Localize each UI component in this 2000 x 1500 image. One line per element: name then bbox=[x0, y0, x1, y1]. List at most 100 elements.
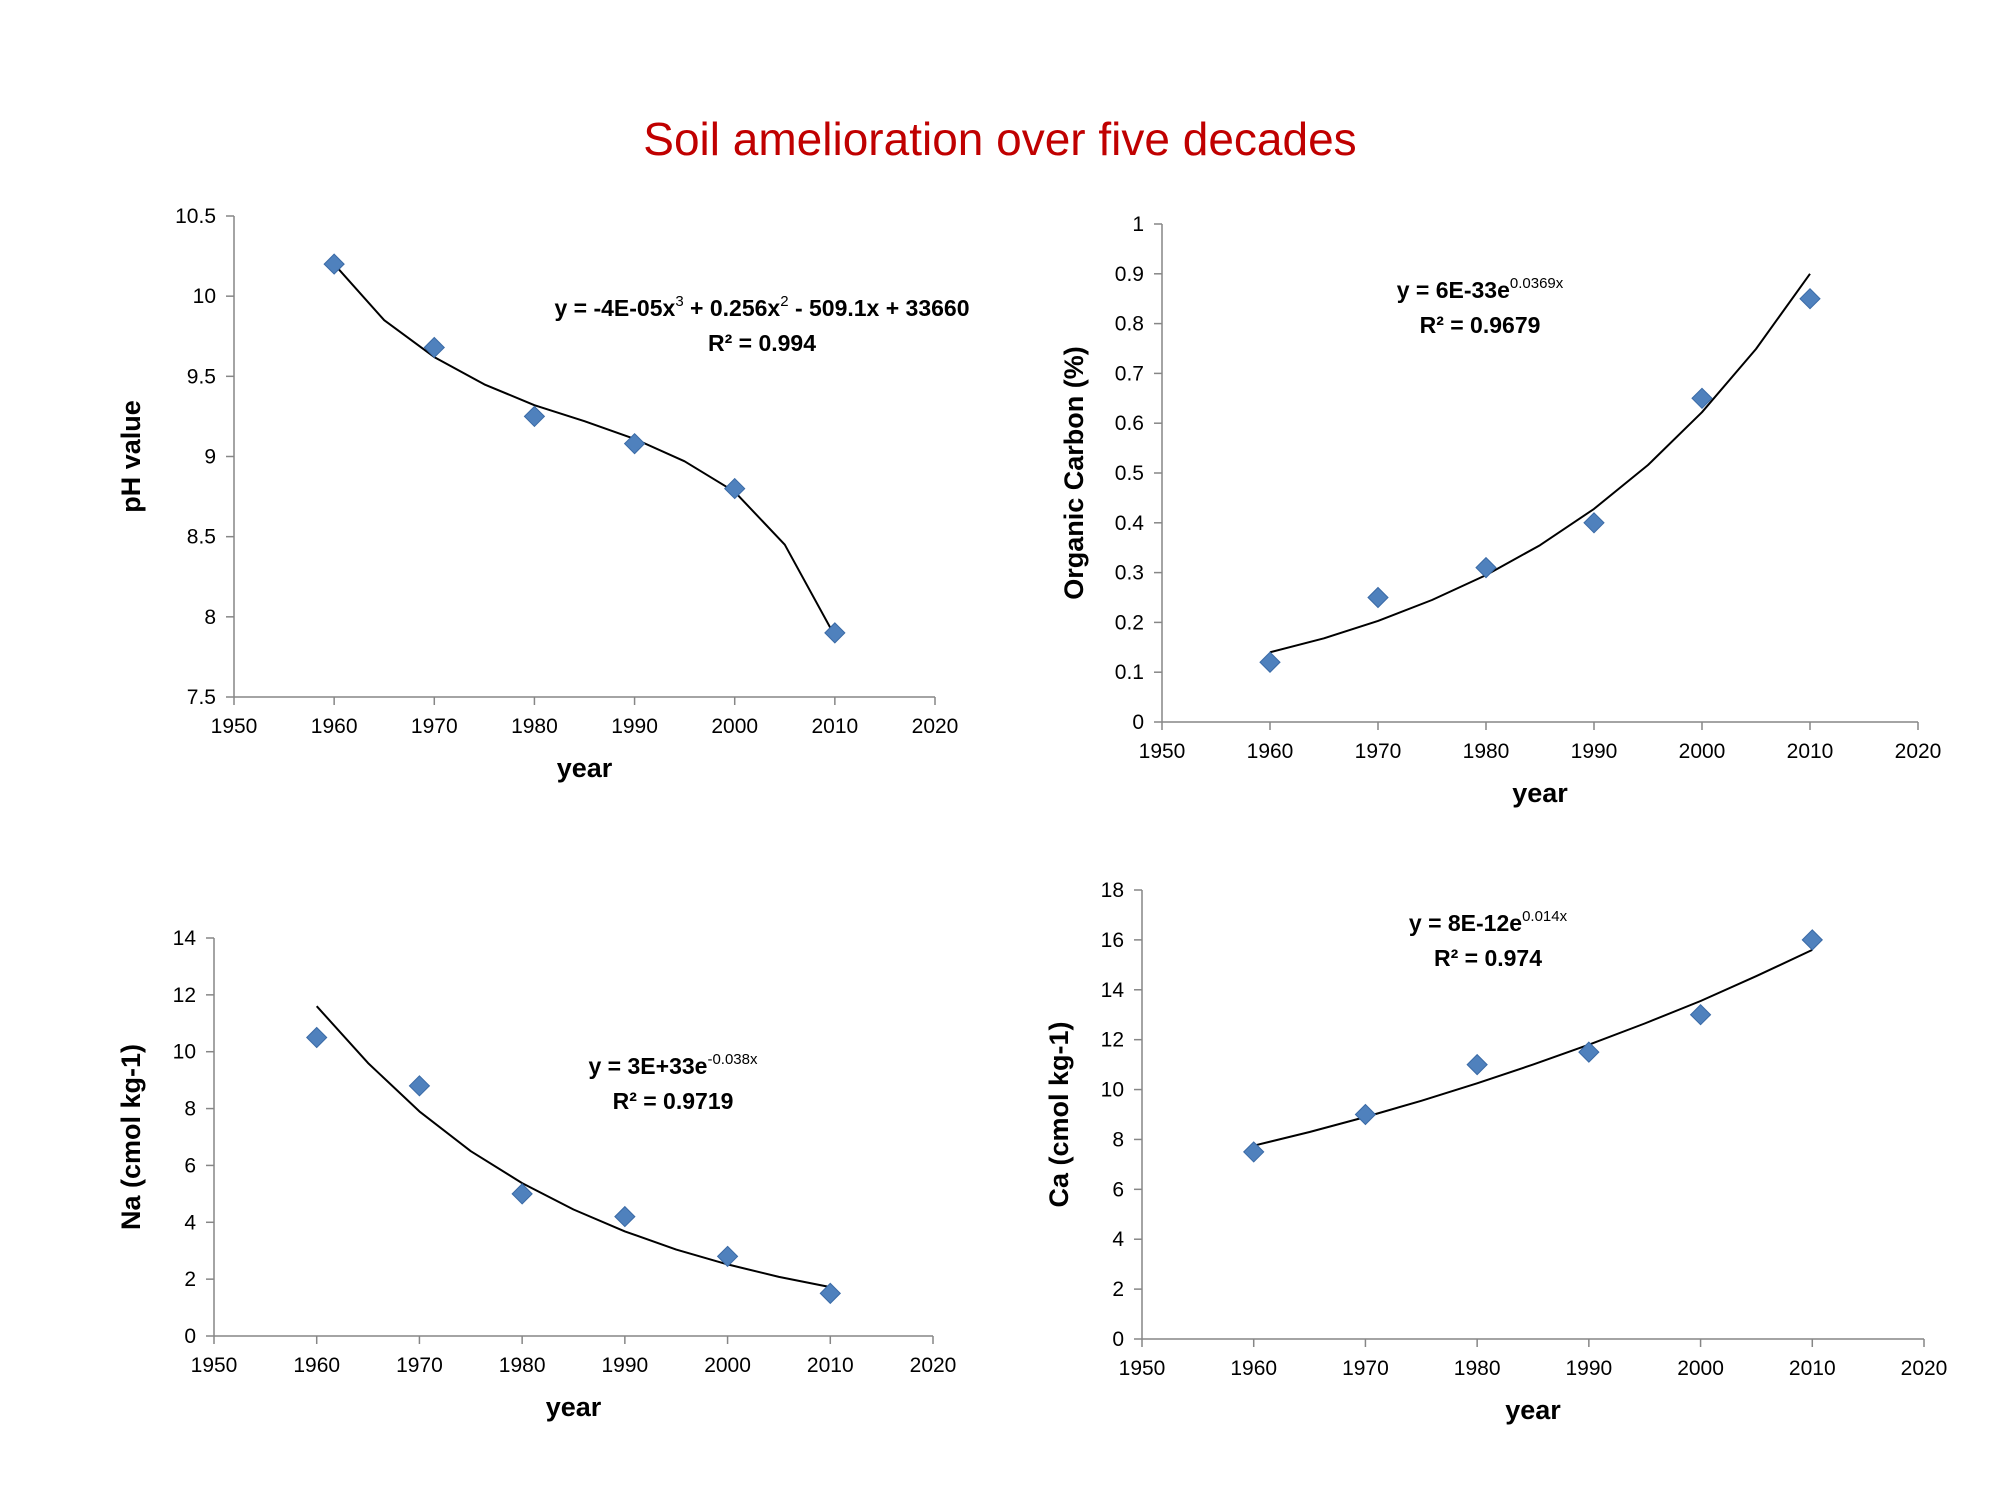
r-squared-label: R² = 0.9679 bbox=[1420, 312, 1541, 338]
x-tick-label: 1950 bbox=[1119, 1357, 1166, 1380]
x-tick-label: 2020 bbox=[1901, 1357, 1948, 1380]
data-point bbox=[824, 622, 846, 644]
x-axis-title: year bbox=[546, 1392, 602, 1422]
x-axis-title: year bbox=[1505, 1395, 1561, 1425]
y-tick-label: 6 bbox=[184, 1154, 196, 1177]
y-axis-title: Na (cmol kg-1) bbox=[116, 1044, 146, 1230]
x-tick-label: 2000 bbox=[1677, 1357, 1724, 1380]
y-tick-label: 0.7 bbox=[1115, 362, 1144, 385]
y-tick-label: 10 bbox=[1101, 1079, 1124, 1102]
y-tick-label: 0.3 bbox=[1115, 562, 1144, 585]
trendline-equation: y = 3E+33e-0.038x bbox=[589, 1051, 758, 1079]
y-tick-label: 16 bbox=[1101, 929, 1124, 952]
data-point bbox=[1475, 556, 1497, 579]
y-tick-label: 4 bbox=[184, 1211, 196, 1234]
x-tick-label: 1990 bbox=[1571, 740, 1618, 763]
y-axis-title: Ca (cmol kg-1) bbox=[1044, 1021, 1074, 1207]
x-tick-label: 1950 bbox=[191, 1354, 238, 1377]
chart-3: 0 2 4 6 8 10 12 14 1950 1960 1970 1980 1990 2000 2010 2… bbox=[116, 927, 956, 1422]
trendline bbox=[333, 263, 836, 637]
data-point bbox=[819, 1282, 841, 1305]
data-point bbox=[423, 336, 445, 359]
y-tick-label: 0 bbox=[1132, 711, 1144, 734]
data-point bbox=[1259, 651, 1281, 673]
data-point bbox=[306, 1026, 328, 1049]
r-squared-label: R² = 0.9719 bbox=[613, 1088, 734, 1114]
x-tick-label: 1970 bbox=[1355, 740, 1402, 763]
y-tick-label: 14 bbox=[1101, 979, 1125, 1002]
data-point bbox=[1466, 1053, 1488, 1076]
y-tick-label: 0.9 bbox=[1115, 263, 1144, 286]
x-tick-label: 2010 bbox=[1789, 1357, 1836, 1380]
y-tick-label: 1 bbox=[1132, 213, 1144, 236]
y-tick-label: 0.2 bbox=[1115, 611, 1144, 634]
data-point bbox=[623, 432, 646, 455]
x-tick-label: 1980 bbox=[499, 1354, 546, 1377]
x-tick-label: 2020 bbox=[910, 1354, 957, 1377]
trendline bbox=[315, 1005, 831, 1289]
x-tick-label: 2010 bbox=[1787, 740, 1834, 763]
data-point bbox=[1578, 1041, 1600, 1063]
x-tick-label: 1990 bbox=[1565, 1357, 1612, 1380]
x-tick-label: 2020 bbox=[1895, 740, 1942, 763]
y-tick-label: 8 bbox=[204, 606, 216, 629]
y-tick-label: 10 bbox=[193, 285, 216, 308]
y-tick-label: 18 bbox=[1101, 879, 1124, 902]
y-tick-label: 8 bbox=[1112, 1128, 1124, 1151]
y-tick-label: 6 bbox=[1112, 1178, 1124, 1201]
y-tick-label: 0.4 bbox=[1115, 512, 1145, 535]
y-axis-title: Organic Carbon (%) bbox=[1059, 346, 1089, 600]
y-tick-label: 2 bbox=[184, 1268, 196, 1291]
r-squared-label: R² = 0.994 bbox=[708, 330, 816, 356]
x-tick-label: 2000 bbox=[711, 715, 758, 738]
y-tick-label: 4 bbox=[1112, 1228, 1124, 1251]
x-tick-label: 1960 bbox=[293, 1354, 340, 1377]
x-tick-label: 1960 bbox=[311, 715, 358, 738]
x-tick-label: 1990 bbox=[601, 1354, 648, 1377]
y-axis-title: pH value bbox=[116, 400, 146, 513]
x-tick-label: 1980 bbox=[1463, 740, 1510, 763]
x-tick-label: 1990 bbox=[611, 715, 658, 738]
data-point bbox=[523, 405, 546, 428]
y-tick-label: 9.5 bbox=[187, 365, 216, 388]
data-point bbox=[511, 1183, 533, 1205]
data-point bbox=[1367, 586, 1389, 609]
data-point bbox=[1583, 512, 1605, 534]
data-point bbox=[1799, 287, 1821, 310]
data-point bbox=[1354, 1103, 1377, 1126]
y-tick-label: 12 bbox=[1101, 1029, 1124, 1052]
data-point bbox=[1689, 1004, 1712, 1026]
x-tick-label: 2000 bbox=[704, 1354, 751, 1377]
x-tick-label: 1950 bbox=[211, 715, 258, 738]
x-tick-label: 2000 bbox=[1679, 740, 1726, 763]
page-title: Soil amelioration over five decades bbox=[643, 113, 1357, 165]
y-tick-label: 0.5 bbox=[1115, 462, 1144, 485]
y-tick-label: 2 bbox=[1112, 1278, 1124, 1301]
x-tick-label: 1970 bbox=[411, 715, 458, 738]
y-tick-label: 0.6 bbox=[1115, 412, 1144, 435]
chart-2: 0 0.1 0.2 0.3 0.4 0.5 0.6 0.7 0.8 0.9 1 1950 1960 197… bbox=[1059, 213, 1941, 808]
x-tick-label: 2010 bbox=[811, 715, 858, 738]
data-point bbox=[1243, 1141, 1265, 1163]
chart-1: 7.5 8 8.5 9 9.5 10 10.5 1950 1960 1970 1980 1990 200… bbox=[116, 205, 970, 783]
data-point bbox=[716, 1245, 739, 1268]
x-tick-label: 1960 bbox=[1247, 740, 1294, 763]
y-tick-label: 7.5 bbox=[187, 686, 216, 709]
trendline-equation: y = -4E-05x3 + 0.256x2 - 509.1x + 33660 bbox=[554, 293, 969, 321]
trendline-equation: y = 8E-12e0.014x bbox=[1409, 908, 1568, 936]
x-tick-label: 1950 bbox=[1139, 740, 1186, 763]
y-tick-label: 8 bbox=[184, 1098, 196, 1121]
trendline-equation: y = 6E-33e0.0369x bbox=[1397, 275, 1564, 303]
data-point bbox=[1691, 387, 1713, 410]
data-point bbox=[614, 1205, 636, 1228]
trendline bbox=[1253, 948, 1813, 1147]
y-tick-label: 8.5 bbox=[187, 526, 216, 549]
y-tick-label: 10 bbox=[173, 1041, 196, 1064]
x-tick-label: 1970 bbox=[396, 1354, 443, 1377]
r-squared-label: R² = 0.974 bbox=[1434, 945, 1542, 971]
y-tick-label: 0.1 bbox=[1115, 661, 1144, 684]
y-tick-label: 14 bbox=[173, 927, 197, 950]
y-tick-label: 10.5 bbox=[175, 205, 216, 228]
y-tick-label: 0 bbox=[1112, 1328, 1124, 1351]
